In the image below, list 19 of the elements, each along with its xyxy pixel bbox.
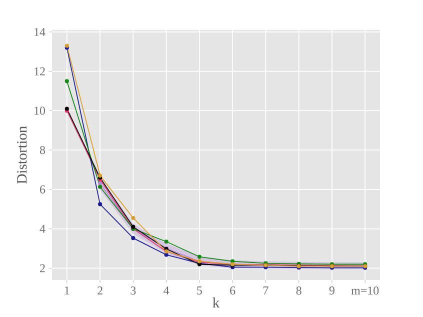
x-tick-label: 6 xyxy=(230,286,236,295)
y-tick-label: 8 xyxy=(40,146,46,154)
x-tick-label: 1 xyxy=(64,286,70,294)
x-tick-label: 5 xyxy=(197,286,202,294)
y-tick-label: 4 xyxy=(40,224,46,233)
x-tick-label: 8 xyxy=(296,286,302,295)
y-tick-label: 10 xyxy=(34,106,46,115)
x-tick-label: 7 xyxy=(263,286,268,294)
x-axis-title: k xyxy=(212,297,220,308)
x-tick-label: 9 xyxy=(329,286,334,295)
x-tick-label: 4 xyxy=(164,286,170,294)
x-tick-label: 2 xyxy=(98,286,102,294)
y-axis-title: Distortion xyxy=(17,126,27,184)
x-tick-label: m=10 xyxy=(351,286,379,295)
y-tick-label: 12 xyxy=(34,67,45,76)
x-tick-label: 3 xyxy=(130,286,136,295)
y-tick-label: 2 xyxy=(40,264,45,272)
y-tick-label: 6 xyxy=(40,185,46,194)
y-tick-label: 14 xyxy=(34,28,46,36)
